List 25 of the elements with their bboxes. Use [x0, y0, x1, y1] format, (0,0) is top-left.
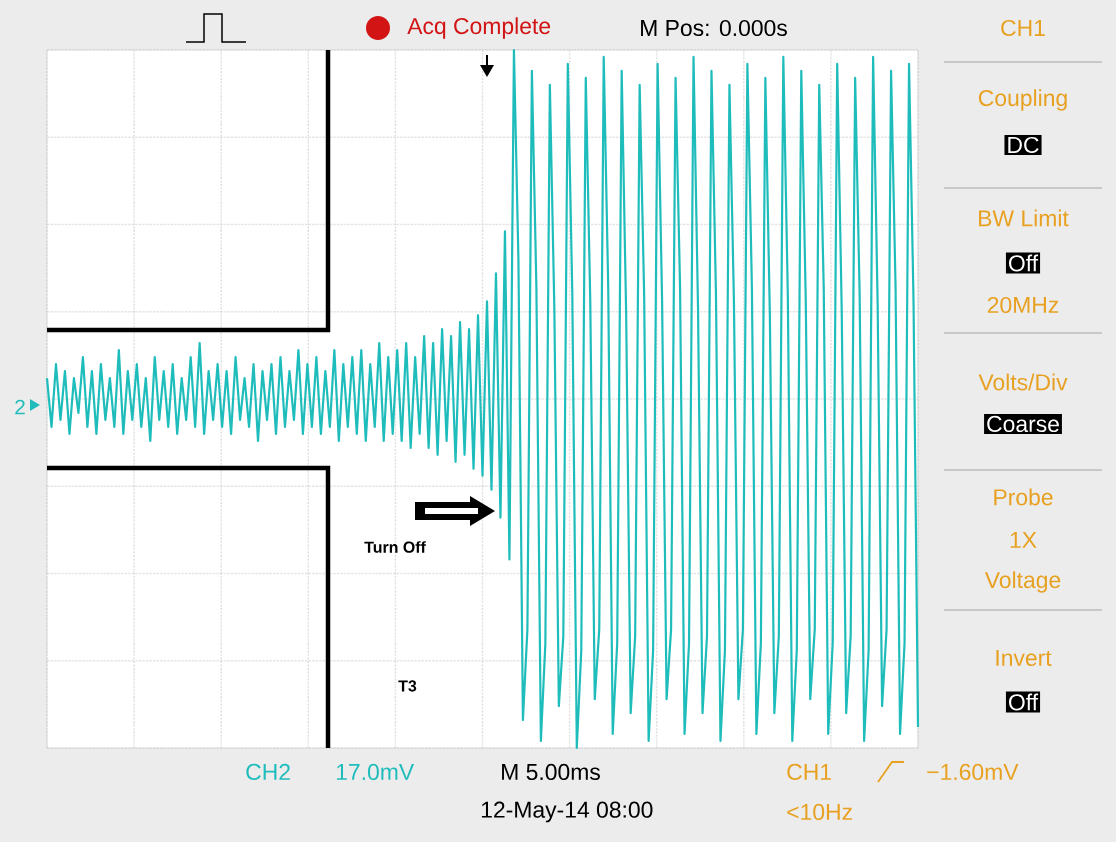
text: <10Hz	[787, 803, 852, 821]
text: 12-May-14 08:00	[481, 801, 653, 823]
text: CH1	[787, 763, 831, 781]
text: 20MHz	[987, 296, 1059, 314]
text: −1.60mV	[927, 763, 1019, 781]
text: Off	[1009, 254, 1039, 272]
text: Voltage	[984, 571, 1061, 593]
text: 2	[15, 399, 25, 415]
text: BW Limit	[979, 209, 1069, 227]
text: Probe	[994, 488, 1053, 506]
text: Acq Complete	[407, 17, 551, 39]
text: Off	[1009, 693, 1039, 711]
text: M Pos: 0.000s	[641, 19, 787, 37]
text: Volts/Div	[978, 373, 1068, 391]
annotation: T3	[398, 680, 417, 692]
text: 17.0mV	[336, 763, 415, 781]
text: CH2	[246, 763, 290, 781]
text: Invert	[996, 649, 1052, 666]
text: Coupling	[978, 89, 1067, 111]
annotation: Turn Off	[364, 541, 426, 553]
text: Coarse	[987, 415, 1059, 433]
text: 1X	[1010, 532, 1037, 548]
text: CH1	[1001, 19, 1045, 37]
text: DC	[1008, 136, 1039, 154]
text: M 5.00ms	[502, 763, 600, 781]
